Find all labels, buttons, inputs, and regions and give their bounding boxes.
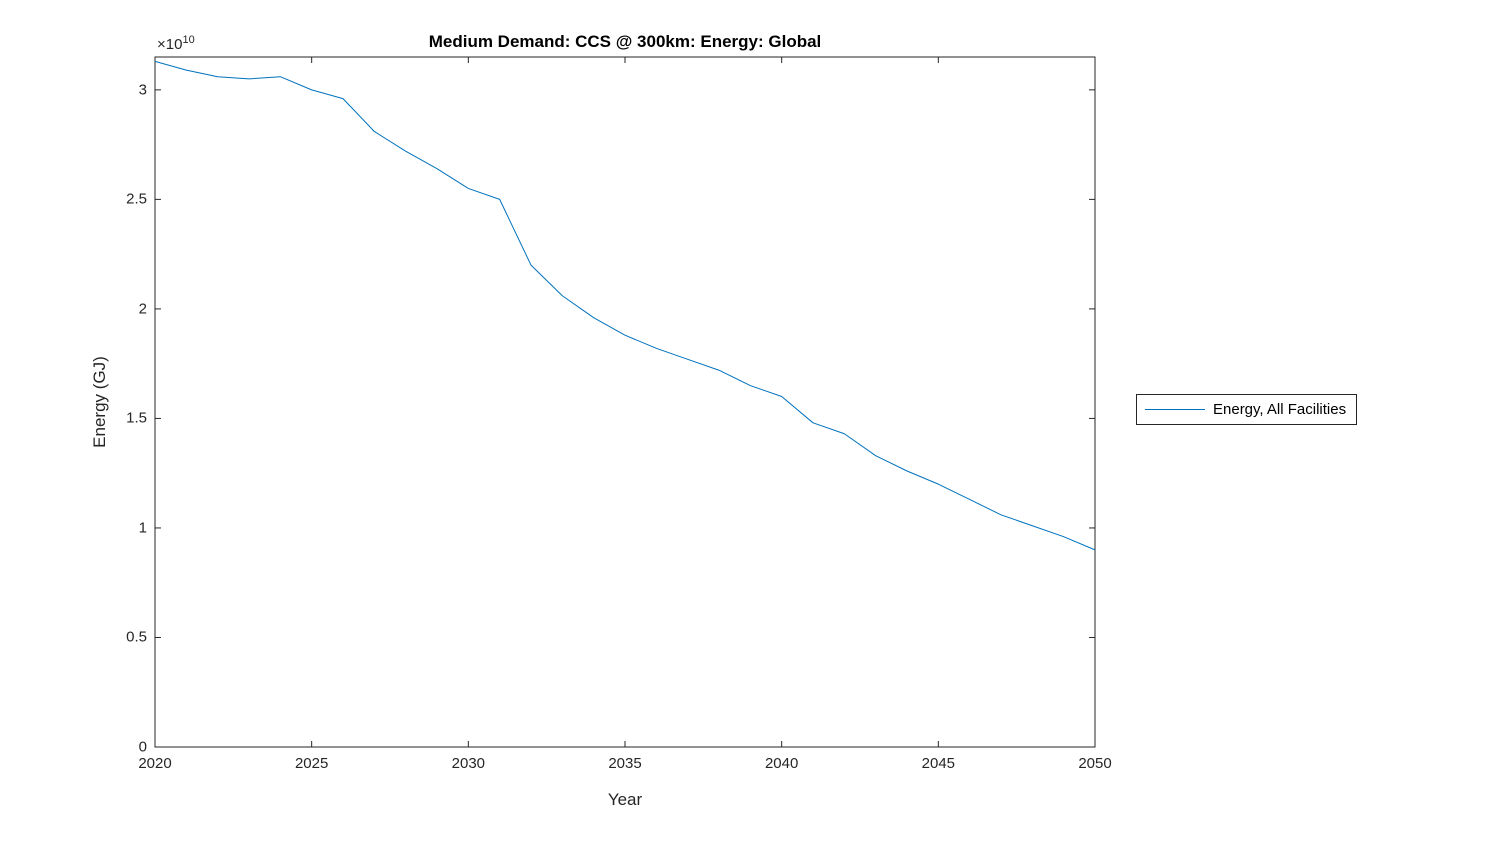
y-axis-label: Energy (GJ) bbox=[90, 356, 109, 448]
y-tick-label: 0.5 bbox=[126, 628, 147, 646]
y-tick-label: 2 bbox=[138, 300, 147, 318]
y-tick-label: 1 bbox=[138, 519, 147, 537]
legend-entry-label: Energy, All Facilities bbox=[1213, 401, 1347, 418]
y-tick-label: 2.5 bbox=[126, 190, 147, 208]
y-axis-exponent-label: ×1010 bbox=[157, 34, 195, 53]
y-tick-label: 0 bbox=[138, 738, 147, 756]
x-tick-label: 2035 bbox=[608, 755, 642, 772]
x-tick-label: 2025 bbox=[294, 755, 329, 772]
legend-line-sample bbox=[1145, 409, 1205, 410]
x-tick-label: 2040 bbox=[764, 755, 799, 772]
x-tick-label: 2030 bbox=[451, 755, 486, 772]
y-tick-label: 3 bbox=[138, 81, 147, 99]
x-tick-label: 2045 bbox=[921, 755, 956, 772]
legend: Energy, All Facilities bbox=[1136, 394, 1358, 425]
x-tick-label: 2020 bbox=[138, 755, 172, 772]
y-axis-exponent-base: ×10 bbox=[157, 36, 183, 53]
y-axis-exponent-power: 10 bbox=[182, 34, 195, 46]
y-tick-label: 1.5 bbox=[126, 409, 147, 427]
x-axis-label: Year bbox=[607, 790, 643, 809]
x-tick-label: 2050 bbox=[1078, 755, 1112, 772]
chart-title: Medium Demand: CCS @ 300km: Energy: Glob… bbox=[428, 32, 822, 51]
